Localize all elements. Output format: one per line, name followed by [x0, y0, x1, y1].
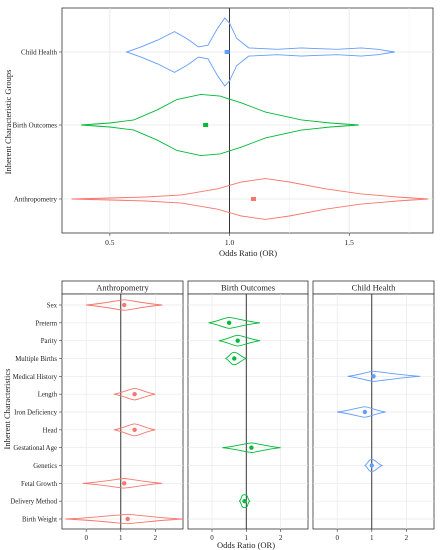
bottom-y-tick-label: Genetics	[33, 463, 57, 470]
top-x-tick-label: 1.5	[345, 238, 355, 247]
facet-plot-panel	[187, 293, 309, 530]
bottom-y-tick-label: Medical History	[13, 374, 58, 381]
facet-x-tick-label: 2	[154, 534, 158, 542]
point-iron-deficiency	[362, 409, 368, 415]
point-length	[132, 391, 137, 397]
facet-x-tick-label: 2	[405, 534, 409, 542]
facet-anthropometry: Anthropometry 0 1 2	[61, 280, 184, 542]
facet-birth-outcomes: Birth Outcomes 0 1 2	[187, 280, 309, 542]
point-child-health	[224, 50, 230, 54]
violin-anthropometry	[71, 178, 429, 220]
point-anthropometry	[250, 197, 256, 201]
point-sex	[122, 302, 127, 308]
bottom-y-tick-label: Iron Deficiency	[14, 410, 57, 417]
violin-child-health	[125, 17, 395, 87]
top-violin-chart: 0.5 1.0 1.5 Child Health Birth Outcomes Anth…	[3, 7, 434, 258]
top-violins	[71, 8, 429, 233]
facet-title: Birth Outcomes	[221, 283, 275, 293]
bottom-y-tick-label: Sex	[47, 303, 58, 310]
point-birth-weight	[125, 516, 130, 522]
bottom-y-tick-labels: Sex Preterm Parity Multiple Births Medical H…	[10, 303, 62, 524]
top-y-tick-labels: Child Health Birth Outcomes Anthropometry	[12, 49, 62, 204]
top-x-ticks: 0.5 1.0 1.5	[105, 233, 354, 247]
violin-multiple-births	[224, 351, 248, 366]
facet-title: Anthropometry	[96, 283, 149, 293]
bottom-y-axis-label: Inherent Characteristics	[2, 369, 12, 450]
point-delivery-method	[242, 498, 247, 504]
point-preterm	[226, 320, 232, 326]
point-multiple-births	[232, 356, 237, 361]
facet-x-tick-label: 1	[245, 534, 249, 542]
top-y-tick-label: Anthropometry	[14, 196, 58, 204]
violin-iron-deficiency	[337, 406, 386, 418]
facet-x-tick-label: 0	[84, 534, 88, 542]
violin-genetics	[363, 459, 384, 472]
facet-x-tick-label: 2	[279, 534, 283, 542]
top-x-tick-label: 0.5	[105, 238, 115, 247]
violin-length	[113, 387, 156, 401]
point-fetal-growth	[122, 481, 127, 486]
violin-birth-weight	[65, 513, 184, 525]
violin-parity	[218, 334, 261, 347]
bottom-y-tick-label: Fetal Growth	[21, 481, 58, 488]
bottom-y-tick-label: Multiple Births	[15, 356, 57, 363]
facet-title: Child Health	[352, 283, 396, 293]
violin-preterm	[208, 316, 261, 329]
point-medical-history	[371, 374, 376, 379]
bottom-y-tick-label: Gestational Age	[13, 445, 57, 452]
facet-x-tick-label: 1	[119, 534, 123, 542]
point-parity	[235, 338, 240, 343]
facet-x-tick-label: 0	[210, 534, 214, 542]
facet-x-tick-label: 1	[370, 534, 374, 542]
top-x-axis-label: Odds Ratio (OR)	[219, 248, 277, 258]
facet-plot-panel	[61, 293, 184, 530]
violin-head	[113, 423, 156, 437]
violin-sex	[86, 299, 163, 311]
violin-fetal-growth	[82, 478, 163, 489]
bottom-y-tick-label: Preterm	[35, 320, 57, 327]
bottom-y-tick-label: Birth Weight	[22, 517, 57, 524]
bottom-x-axis-label: Odds Ratio (OR)	[217, 540, 275, 550]
violin-medical-history	[347, 370, 421, 382]
violin-delivery-method	[238, 494, 251, 509]
point-gestational-age	[249, 445, 254, 450]
point-birth-outcomes	[203, 123, 209, 127]
facet-x-tick-label: 0	[335, 534, 339, 542]
bottom-y-tick-label: Head	[43, 427, 58, 434]
facet-plot-panel	[312, 293, 435, 530]
top-y-tick-label: Birth Outcomes	[12, 122, 57, 130]
point-head	[132, 427, 137, 433]
top-y-tick-label: Child Health	[21, 49, 57, 57]
bottom-y-tick-label: Delivery Method	[10, 499, 57, 506]
top-plot-panel	[61, 7, 434, 234]
facet-child-health: Child Health 0 1 2	[312, 280, 435, 542]
point-genetics	[369, 463, 374, 468]
top-y-axis-label: Inherent Characteristic Groups	[3, 70, 13, 175]
violin-birth-outcomes	[81, 93, 359, 157]
top-x-tick-label: 1.0	[225, 238, 235, 247]
bottom-y-tick-label: Parity	[41, 338, 58, 345]
violin-gestational-age	[222, 442, 281, 453]
bottom-y-tick-label: Length	[38, 392, 58, 399]
